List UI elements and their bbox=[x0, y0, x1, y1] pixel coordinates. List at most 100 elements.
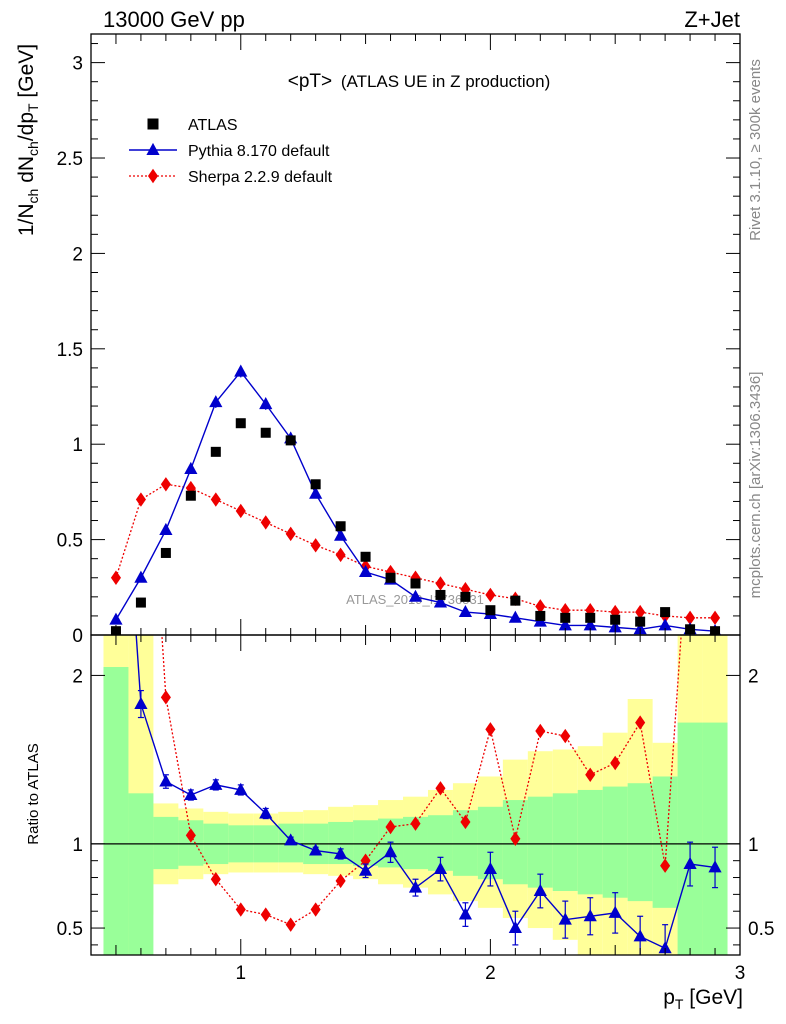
axes-layer: 0 0.5 1 1.5 2 2.5 3 1 2 3 0.5 0.5 1 1 2 2 bbox=[57, 33, 774, 984]
green-band-bin bbox=[602, 786, 628, 898]
pythia-point bbox=[658, 618, 672, 631]
sherpa-point bbox=[485, 587, 496, 603]
sherpa-point bbox=[709, 610, 721, 626]
sherpa-point bbox=[160, 477, 171, 492]
pythia-ratio-point bbox=[234, 782, 248, 795]
pythia-ratio-point bbox=[284, 833, 298, 846]
energy-label: 13000 GeV pp bbox=[103, 7, 245, 32]
sherpa-ratio-point bbox=[285, 917, 296, 932]
top-ylabel: 1/Nch dNch/dpT [GeV] bbox=[15, 44, 41, 236]
bottom-y-tick-label: 1 bbox=[72, 835, 83, 856]
pythia-ratio-point bbox=[209, 777, 223, 790]
green-band-bin bbox=[178, 820, 204, 866]
pythia-ratio-point bbox=[558, 912, 572, 925]
sherpa-point bbox=[285, 526, 296, 542]
atlas-point bbox=[560, 612, 571, 623]
sherpa-ratio-point bbox=[210, 872, 221, 887]
pythia-ratio-point bbox=[483, 861, 497, 875]
green-band-bin bbox=[577, 789, 603, 895]
x-tick-label: 2 bbox=[485, 963, 496, 984]
sherpa-ratio-point bbox=[136, 301, 146, 315]
sherpa-point bbox=[435, 576, 446, 591]
green-band-bin bbox=[627, 783, 653, 902]
atlas-point bbox=[635, 616, 646, 627]
top-y-tick-label: 0.5 bbox=[57, 531, 83, 552]
sherpa-point bbox=[135, 492, 146, 507]
sherpa-ratio-point bbox=[635, 715, 646, 730]
pythia-ratio-point bbox=[259, 806, 273, 819]
sherpa-ratio-point bbox=[660, 858, 671, 873]
legend-label: ATLAS bbox=[188, 117, 238, 134]
pythia-ratio-point bbox=[658, 941, 672, 954]
pythia-ratio-point bbox=[159, 774, 173, 787]
pythia-point bbox=[109, 612, 123, 625]
pythia-ratio-point bbox=[533, 883, 547, 896]
bottom-ylabel: Ratio to ATLAS bbox=[25, 743, 42, 844]
sherpa-point bbox=[335, 547, 346, 563]
atlas-point bbox=[185, 490, 196, 501]
pythia-point bbox=[458, 604, 473, 618]
sherpa-ratio-point bbox=[260, 907, 271, 922]
pythia-ratio-point bbox=[508, 920, 522, 934]
sherpa-ratio-point bbox=[235, 902, 246, 917]
plot-title-main: <pT> bbox=[288, 71, 332, 92]
atlas-point bbox=[485, 605, 496, 616]
sherpa-point bbox=[635, 604, 646, 620]
pythia-point bbox=[159, 522, 173, 536]
sherpa-point bbox=[235, 503, 246, 519]
pythia-ratio-point bbox=[433, 861, 448, 875]
pythia-point bbox=[334, 528, 348, 541]
green-band-bin bbox=[128, 793, 154, 955]
pythia-ratio-point bbox=[408, 880, 423, 893]
pythia-ratio-point bbox=[708, 860, 722, 873]
x-axis-label: pT [GeV] bbox=[663, 986, 743, 1012]
legend-marker-atlas bbox=[147, 118, 159, 130]
atlas-point bbox=[435, 589, 446, 600]
sherpa-point bbox=[110, 570, 122, 585]
atlas-point bbox=[610, 614, 621, 625]
plot-title-sub: (ATLAS UE in Z production) bbox=[341, 72, 550, 91]
pythia-point bbox=[309, 486, 323, 499]
atlas-point bbox=[460, 591, 471, 602]
sherpa-point bbox=[685, 610, 696, 626]
top-y-tick-label: 1 bbox=[72, 435, 83, 456]
pythia-point bbox=[508, 610, 522, 623]
sherpa-ratio-point bbox=[460, 814, 471, 830]
atlas-point bbox=[310, 479, 321, 490]
x-tick-label: 3 bbox=[735, 963, 746, 984]
atlas-point bbox=[535, 610, 546, 621]
pythia-point bbox=[134, 570, 148, 583]
legend-label: Sherpa 2.2.9 default bbox=[188, 169, 333, 186]
top-y-tick-label: 1.5 bbox=[57, 340, 83, 361]
sherpa-point bbox=[535, 599, 546, 614]
sherpa-point bbox=[260, 515, 271, 530]
rivet-label: Rivet 3.1.10, ≥ 300k events bbox=[747, 59, 764, 241]
pythia-ratio-point bbox=[334, 846, 348, 859]
atlas-point bbox=[160, 547, 171, 558]
legend: ATLAS Pythia 8.170 default Sherpa 2.2.9 de… bbox=[129, 117, 333, 186]
atlas-point bbox=[235, 418, 246, 429]
green-band-bin bbox=[153, 816, 179, 870]
pythia-point bbox=[358, 564, 373, 577]
pythia-point bbox=[408, 589, 423, 602]
pythia-point bbox=[259, 396, 273, 410]
pythia-point bbox=[558, 618, 572, 631]
atlas-point bbox=[260, 427, 271, 438]
sherpa-ratio-point bbox=[310, 902, 321, 917]
top-y-tick-label: 3 bbox=[72, 54, 83, 75]
sherpa-ratio-point bbox=[160, 690, 171, 705]
plot-title: <pT> (ATLAS UE in Z production) bbox=[288, 71, 551, 92]
sherpa-point bbox=[460, 582, 471, 597]
pythia-ratio-point bbox=[109, 331, 122, 343]
atlas-point bbox=[335, 521, 346, 532]
atlas-point bbox=[360, 551, 371, 562]
atlas-point bbox=[410, 578, 421, 589]
x-tick-label: 1 bbox=[235, 963, 246, 984]
top-series-layer bbox=[109, 364, 722, 635]
sherpa-point bbox=[310, 538, 321, 553]
green-band-bin bbox=[103, 667, 129, 955]
ratio-series-layer bbox=[109, 301, 722, 955]
sherpa-point bbox=[410, 570, 421, 585]
uncertainty-bands bbox=[91, 635, 740, 955]
